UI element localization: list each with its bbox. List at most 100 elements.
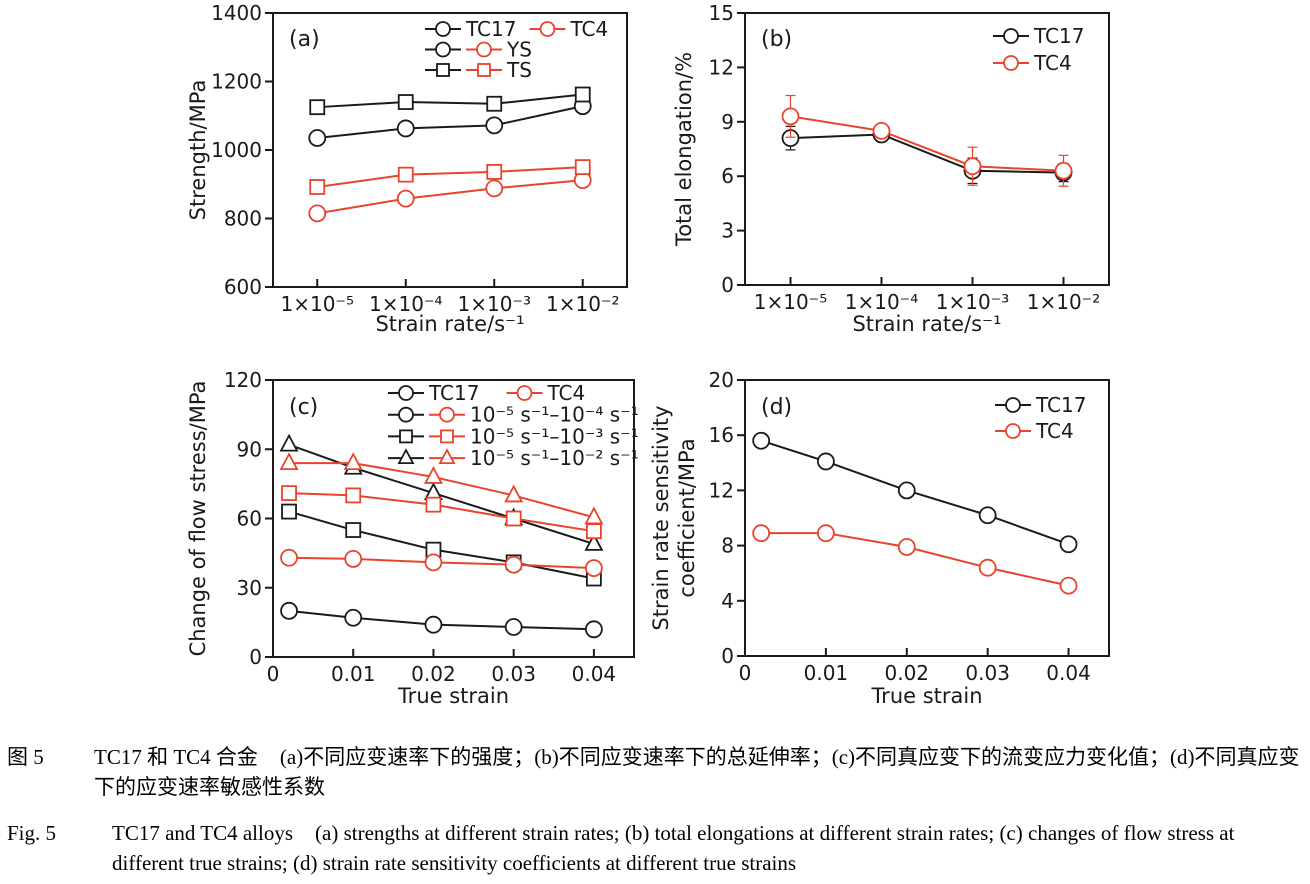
y-axis: 600 800 1000 1200 1400 [211, 1, 272, 299]
series-tc4-ts [309, 159, 591, 195]
svg-text:15: 15 [709, 1, 734, 25]
x-axis: 0 0.01 0.02 0.03 0.04 [267, 649, 617, 686]
x-axis-title: True strain [870, 684, 982, 708]
series-tc17-1e-5-to-1e-3 [281, 503, 602, 587]
axes-frame [744, 12, 1110, 286]
y-axis: 0 30 60 90 120 [224, 368, 272, 669]
svg-text:1×10⁻³: 1×10⁻³ [936, 290, 1010, 314]
y-axis: 0 4 8 12 16 20 [709, 368, 744, 668]
legend-label: TC17 [465, 17, 516, 41]
panel-label-d: (d) [761, 395, 792, 420]
svg-text:0.01: 0.01 [804, 661, 849, 685]
svg-text:0.02: 0.02 [885, 661, 930, 685]
svg-text:90: 90 [237, 437, 262, 461]
x-axis: 1×10⁻⁵ 1×10⁻⁴ 1×10⁻³ 1×10⁻² [754, 277, 1101, 314]
svg-text:0.04: 0.04 [572, 662, 617, 686]
caption-zh-desc: (a)不同应变速率下的强度；(b)不同应变速率下的总延伸率；(c)不同真应变下的… [94, 745, 1300, 799]
legend-label: 10⁻⁵ s⁻¹–10⁻² s⁻¹ [470, 446, 639, 470]
legend-label: TC17 [428, 381, 479, 405]
caption-zh-title: TC17 和 TC4 合金 [94, 745, 258, 769]
caption-en-title: TC17 and TC4 alloys [112, 821, 294, 845]
panel-label-c: (c) [289, 395, 318, 420]
axes-frame [744, 379, 1110, 657]
svg-text:1×10⁻⁵: 1×10⁻⁵ [754, 290, 828, 314]
x-axis-title: Strain rate/s⁻¹ [375, 312, 524, 336]
svg-text:0: 0 [721, 273, 734, 297]
svg-text:1×10⁻⁵: 1×10⁻⁵ [280, 292, 354, 316]
caption-en-desc: (a) strengths at different strain rates;… [112, 821, 1235, 875]
svg-text:9: 9 [721, 110, 734, 134]
svg-text:12: 12 [709, 478, 734, 502]
series-tc4-1e-5-to-1e-2 [279, 452, 604, 525]
legend-label: TC4 [569, 17, 608, 41]
svg-text:12: 12 [709, 55, 734, 79]
series-tc4-1e-5-to-1e-3 [281, 485, 602, 540]
legend-label: 10⁻⁵ s⁻¹–10⁻⁴ s⁻¹ [470, 403, 639, 427]
series-tc17-1e-5-to-1e-4 [280, 601, 603, 639]
caption-zh-label: 图 5 [7, 745, 44, 769]
svg-text:800: 800 [224, 207, 262, 231]
svg-text:16: 16 [709, 423, 734, 447]
caption-english: Fig. 5 TC17 and TC4 alloys (a) strengths a… [7, 818, 1304, 878]
axes-frame [272, 12, 628, 288]
panel-label-a: (a) [289, 27, 320, 52]
legend-label: 10⁻⁵ s⁻¹–10⁻³ s⁻¹ [470, 424, 639, 448]
panel-d: 0 4 8 12 16 20 0 0.01 0.02 0.03 0.04 (d) True strain… [649, 368, 1110, 708]
svg-text:120: 120 [224, 368, 262, 392]
svg-text:1×10⁻⁴: 1×10⁻⁴ [369, 292, 443, 316]
svg-text:0.03: 0.03 [965, 661, 1010, 685]
svg-text:3: 3 [721, 219, 734, 243]
series-tc4-ys [308, 171, 592, 223]
svg-text:6: 6 [721, 164, 734, 188]
y-axis-title: Total elongation/% [672, 52, 696, 247]
svg-text:0: 0 [267, 662, 280, 686]
series-tc17 [752, 431, 1078, 554]
svg-text:4: 4 [721, 589, 734, 613]
caption-en-label: Fig. 5 [7, 821, 57, 845]
y-axis-title: Strain rate sensitivity [649, 405, 673, 630]
legend-label: TC4 [1033, 51, 1072, 75]
svg-text:1×10⁻²: 1×10⁻² [1027, 290, 1101, 314]
panel-label-b: (b) [761, 27, 792, 52]
legend-label: TS [506, 58, 532, 82]
legend-label: TC17 [1033, 24, 1084, 48]
svg-text:1×10⁻²: 1×10⁻² [546, 292, 620, 316]
y-axis-title: Change of flow stress/MPa [186, 381, 210, 657]
svg-text:0: 0 [249, 645, 262, 669]
svg-text:0.02: 0.02 [411, 662, 456, 686]
series-tc17-ts [309, 86, 591, 116]
legend: TC17 TC4 [993, 24, 1084, 75]
svg-text:60: 60 [237, 507, 262, 531]
svg-text:600: 600 [224, 275, 262, 299]
series-tc17 [781, 125, 1073, 185]
series-tc4 [752, 524, 1078, 595]
legend-label: TC4 [546, 381, 585, 405]
y-axis: 0 3 6 9 12 15 [709, 1, 744, 297]
svg-text:1200: 1200 [211, 70, 262, 94]
svg-text:0: 0 [739, 661, 752, 685]
series-tc4 [781, 94, 1073, 187]
y-axis-title: Strength/MPa [186, 80, 210, 221]
legend-label: YS [506, 38, 532, 62]
x-axis: 1×10⁻⁵ 1×10⁻⁴ 1×10⁻³ 1×10⁻² [280, 279, 620, 316]
legend-label: TC4 [1035, 419, 1074, 443]
svg-text:8: 8 [721, 534, 734, 558]
axes-frame [272, 379, 635, 658]
series-tc4-1e-5-to-1e-4 [280, 548, 603, 578]
panel-b: 0 3 6 9 12 15 1×10⁻⁵ 1×10⁻⁴ 1×10⁻³ 1×10⁻² (b) Strai… [672, 1, 1110, 336]
svg-text:0.04: 0.04 [1046, 661, 1091, 685]
x-axis-title: Strain rate/s⁻¹ [852, 312, 1001, 336]
legend-label: TC17 [1035, 393, 1086, 417]
x-axis-title: True strain [397, 684, 509, 708]
svg-text:0.03: 0.03 [491, 662, 536, 686]
caption-chinese: 图 5 TC17 和 TC4 合金 (a)不同应变速率下的强度；(b)不同应变速率下… [7, 742, 1304, 802]
svg-text:20: 20 [709, 368, 734, 392]
svg-text:1×10⁻³: 1×10⁻³ [457, 292, 531, 316]
svg-text:1×10⁻⁴: 1×10⁻⁴ [845, 290, 919, 314]
svg-text:1000: 1000 [211, 138, 262, 162]
